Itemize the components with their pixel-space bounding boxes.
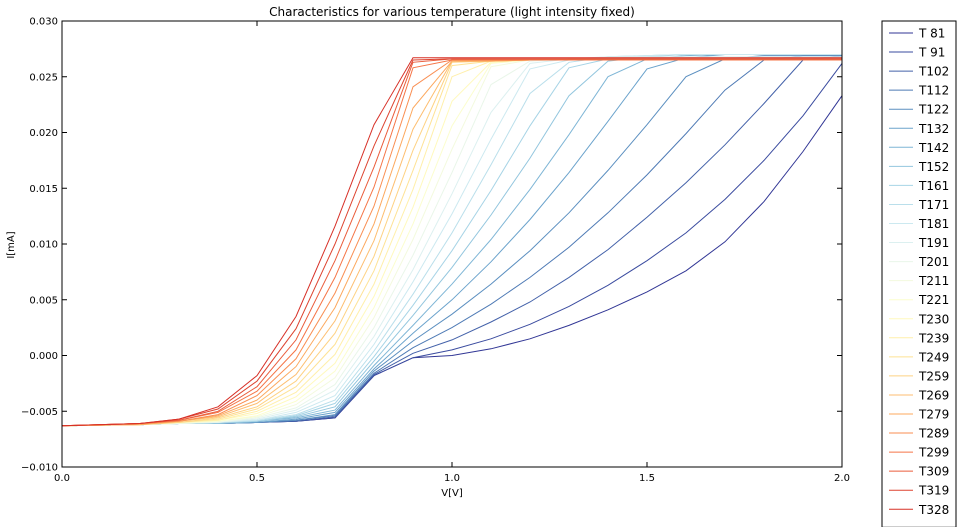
y-axis: −0.010 −0.005 0.000 0.005 0.010 0.015 0.020 0.0… [21, 17, 842, 474]
legend-label: T181 [918, 217, 949, 231]
y-tick-label: −0.010 [21, 463, 58, 474]
series-line-6 [61, 54, 842, 427]
legend-label: T309 [918, 465, 949, 479]
series-line-1 [61, 63, 843, 427]
legend-label: T 81 [918, 27, 945, 41]
legend-label: T279 [918, 408, 949, 422]
series-line-18 [61, 59, 842, 427]
series-line-24 [61, 58, 842, 427]
plot-frame [61, 20, 843, 468]
legend-label: T249 [918, 350, 949, 364]
y-axis-title: I[mA] [6, 231, 17, 258]
legend-label: T102 [918, 65, 949, 79]
legend-label: T230 [918, 312, 949, 326]
legend-label: T142 [918, 141, 949, 155]
y-tick-label: 0.020 [29, 128, 58, 139]
series-line-4 [61, 55, 842, 427]
legend-label: T239 [918, 331, 949, 345]
legend-label: T299 [918, 446, 949, 460]
series-line-19 [61, 59, 842, 427]
x-tick-label: 1.5 [639, 473, 655, 484]
series-line-3 [61, 55, 842, 427]
series-line-5 [61, 54, 842, 427]
series-line-25 [61, 57, 842, 427]
y-tick-label: 0.000 [29, 351, 58, 362]
legend-label: T328 [918, 503, 949, 517]
x-tick-label: 1.0 [444, 473, 460, 484]
series-line-21 [61, 59, 842, 427]
legend-label: T201 [918, 255, 949, 269]
y-tick-label: 0.015 [29, 184, 58, 195]
legend-label: T152 [918, 160, 949, 174]
legend-label: T132 [918, 122, 949, 136]
series-line-10 [61, 54, 842, 427]
legend-label: T 91 [918, 46, 945, 60]
x-tick-label: 0.5 [249, 473, 265, 484]
series-line-17 [61, 59, 842, 427]
legend-label: T269 [918, 388, 949, 402]
y-tick-label: 0.030 [29, 17, 58, 28]
legend-label: T122 [918, 103, 949, 117]
x-tick-label: 0.0 [54, 473, 70, 484]
chart-title: Characteristics for various temperature … [269, 5, 635, 19]
x-axis-title: V[V] [441, 488, 463, 499]
series-line-22 [61, 59, 842, 427]
x-tick-label: 2.0 [834, 473, 850, 484]
legend-label: T112 [918, 84, 949, 98]
legend: T 81 T 91 T102 T112 T122 T132 T142 T152 T161 T171… [881, 20, 957, 527]
legend-label: T259 [918, 369, 949, 383]
series-line-8 [61, 54, 842, 427]
legend-box [881, 20, 957, 527]
series-line-9 [61, 54, 842, 427]
y-tick-label: 0.005 [29, 295, 58, 306]
legend-label: T211 [918, 274, 949, 288]
series-line-2 [61, 55, 843, 427]
legend-label: T171 [918, 198, 949, 212]
y-tick-label: 0.025 [29, 72, 58, 83]
legend-label: T191 [918, 236, 949, 250]
y-tick-label: −0.005 [21, 407, 58, 418]
x-axis: 0.0 0.5 1.0 1.5 2.0 [54, 21, 850, 484]
legend-label: T221 [918, 293, 949, 307]
series-line-20 [61, 59, 842, 427]
plot-area [61, 54, 843, 427]
legend-label: T289 [918, 427, 949, 441]
legend-label: T319 [918, 484, 949, 498]
legend-label: T161 [918, 179, 949, 193]
y-tick-label: 0.010 [29, 240, 58, 251]
series-line-7 [61, 54, 842, 427]
